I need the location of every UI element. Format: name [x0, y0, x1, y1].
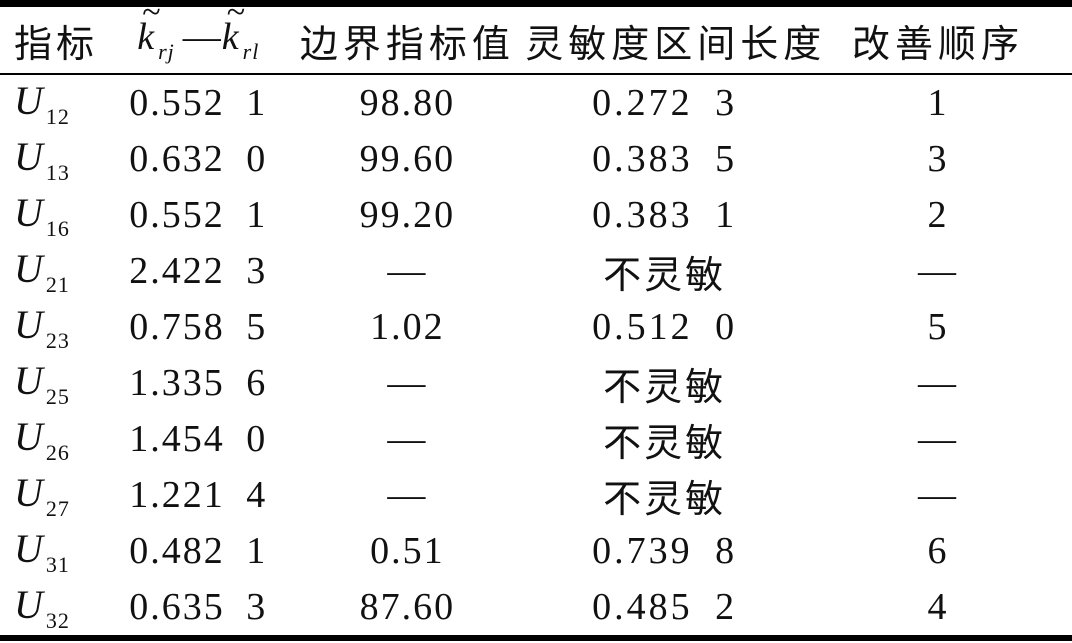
diff-cell: 1.335 6 [129, 362, 268, 404]
order-cell: 1 [927, 82, 949, 124]
k-symbol: k [137, 16, 155, 58]
col-header-boundary-value: 边界指标值 [299, 23, 515, 66]
boundary-cell: 99.20 [359, 194, 456, 236]
order-cell: 5 [927, 306, 949, 348]
table-row: U 25 1.335 6 — 不灵敏 — [0, 355, 1072, 411]
minus-sign: — [182, 16, 221, 58]
indicator-cell: U 12 [0, 74, 107, 131]
indicator-subscript: 25 [45, 383, 70, 409]
order-cell: — [917, 250, 958, 292]
diff-cell: 1.454 0 [129, 418, 268, 460]
interval-cell: 0.383 1 [592, 194, 738, 236]
boundary-cell: 99.60 [359, 138, 456, 180]
indicator-subscript: 26 [45, 439, 70, 465]
order-cell: — [917, 418, 958, 460]
table-row: U 16 0.552 1 99.20 0.383 1 2 [0, 187, 1072, 243]
indicator-subscript: 27 [45, 495, 70, 521]
indicator-cell: U 23 [0, 299, 107, 355]
interval-cell: 0.383 5 [592, 138, 738, 180]
indicator-symbol: U [14, 189, 43, 235]
indicator-subscript: 23 [45, 327, 70, 353]
indicator-symbol: U [14, 301, 43, 347]
indicator-cell: U 16 [0, 187, 107, 243]
diff-cell: 0.632 0 [129, 138, 268, 180]
interval-cell: 不灵敏 [603, 254, 727, 297]
order-cell: 4 [927, 586, 949, 628]
boundary-cell: — [387, 362, 428, 404]
indicator-symbol: U [14, 525, 43, 571]
indicator-symbol: U [14, 77, 43, 123]
table-row: U 32 0.635 3 87.60 0.485 2 4 [0, 579, 1072, 638]
indicator-subscript: 16 [45, 215, 70, 241]
boundary-cell: 87.60 [359, 586, 456, 628]
interval-cell: 不灵敏 [603, 422, 727, 465]
indicator-cell: U 26 [0, 411, 107, 467]
boundary-cell: 1.02 [370, 306, 445, 348]
indicator-subscript: 32 [45, 607, 70, 633]
indicator-cell: U 21 [0, 243, 107, 299]
table-row: U 13 0.632 0 99.60 0.383 5 3 [0, 131, 1072, 187]
boundary-cell: — [387, 418, 428, 460]
boundary-cell: 98.80 [359, 82, 456, 124]
order-cell: 2 [927, 194, 949, 236]
order-cell: 3 [927, 138, 949, 180]
indicator-cell: U 25 [0, 355, 107, 411]
tilde-accent: ~ [142, 0, 161, 31]
indicator-subscript: 31 [45, 551, 70, 577]
diff-cell: 1.221 4 [129, 474, 268, 516]
subscript-rl: rl [242, 39, 260, 64]
diff-cell: 0.482 1 [129, 530, 268, 572]
order-cell: 6 [927, 530, 949, 572]
table-row: U 31 0.482 1 0.51 0.739 8 6 [0, 523, 1072, 579]
indicator-subscript: 13 [45, 159, 70, 185]
col-header-improvement-order: 改善顺序 [851, 23, 1024, 66]
k-tilde-rl: ~ k [221, 0, 245, 59]
diff-cell: 0.552 1 [129, 194, 268, 236]
indicator-symbol: U [14, 581, 43, 627]
indicator-symbol: U [14, 413, 43, 459]
diff-cell: 0.758 5 [129, 306, 268, 348]
subscript-rj: rj [158, 39, 175, 64]
interval-cell: 不灵敏 [603, 478, 727, 521]
table-row: U 12 0.552 1 98.80 0.272 3 1 [0, 74, 1072, 131]
indicator-cell: U 13 [0, 131, 107, 187]
diff-cell: 0.635 3 [129, 586, 268, 628]
table-row: U 26 1.454 0 — 不灵敏 — [0, 411, 1072, 467]
header-row: 指标 ~ k rj — ~ k rl 边界指标值 灵敏度区间长度 改善顺序 [0, 0, 1072, 75]
interval-cell: 0.739 8 [592, 530, 738, 572]
table-row: U 23 0.758 5 1.02 0.512 0 5 [0, 299, 1072, 355]
diff-cell: 0.552 1 [129, 82, 268, 124]
table-row: U 21 2.422 3 — 不灵敏 — [0, 243, 1072, 299]
indicator-symbol: U [14, 133, 43, 179]
boundary-cell: — [387, 474, 428, 516]
indicator-subscript: 21 [45, 271, 70, 297]
col-header-formula: ~ k rj — ~ k rl [107, 0, 289, 75]
interval-cell: 0.272 3 [592, 82, 738, 124]
tilde-accent: ~ [226, 0, 246, 31]
indicator-symbol: U [14, 357, 43, 403]
col-header-sensitivity-interval: 灵敏度区间长度 [525, 23, 827, 66]
indicator-cell: U 31 [0, 523, 107, 579]
col-header-indicator: 指标 [14, 23, 99, 66]
order-cell: — [917, 362, 958, 404]
indicator-cell: U 32 [0, 579, 107, 638]
interval-cell: 0.512 0 [592, 306, 738, 348]
indicator-symbol: U [14, 245, 43, 291]
k-symbol: k [221, 16, 239, 58]
diff-cell: 2.422 3 [129, 250, 268, 292]
interval-cell: 不灵敏 [603, 366, 727, 409]
boundary-cell: 0.51 [370, 530, 445, 572]
boundary-cell: — [387, 250, 428, 292]
interval-cell: 0.485 2 [592, 586, 738, 628]
k-tilde-rj: ~ k [137, 0, 160, 59]
table-row: U 27 1.221 4 — 不灵敏 — [0, 467, 1072, 523]
indicator-cell: U 27 [0, 467, 107, 523]
order-cell: — [917, 474, 958, 516]
indicator-symbol: U [14, 469, 43, 515]
indicator-subscript: 12 [45, 103, 70, 129]
